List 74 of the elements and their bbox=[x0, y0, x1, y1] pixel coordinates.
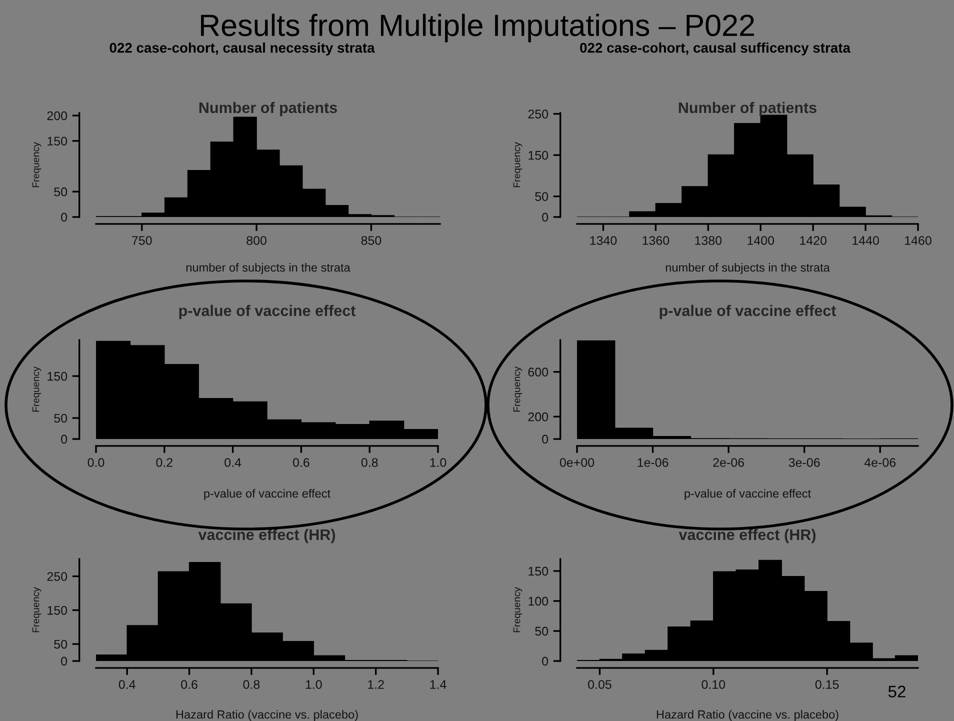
x-axis-title: p-value of vaccine effect bbox=[204, 489, 330, 500]
y-tick-label: 50 bbox=[535, 626, 548, 636]
x-axis-title: number of subjects in the strata bbox=[186, 263, 350, 274]
y-axis-title: Frequency bbox=[32, 142, 42, 188]
x-axis-title: number of subjects in the strata bbox=[666, 263, 830, 274]
y-axis-title: Frequency bbox=[513, 366, 522, 412]
y-tick-label: 150 bbox=[48, 372, 68, 381]
y-tick-label: 150 bbox=[528, 150, 548, 160]
y-tick-label: 150 bbox=[528, 566, 548, 576]
y-tick-label: 150 bbox=[48, 136, 68, 146]
y-tick-label: 150 bbox=[48, 606, 68, 615]
y-tick-label: 0 bbox=[542, 434, 548, 444]
y-tick-label: 0 bbox=[542, 212, 548, 222]
y-tick-label: 200 bbox=[47, 111, 68, 120]
chart-title: vaccine effect (HR) bbox=[198, 528, 336, 544]
x-tick-label: 1e-06 bbox=[638, 458, 668, 467]
y-tick-label: 0 bbox=[61, 434, 68, 444]
text: 022 case-cohort, causal sufficency strata bbox=[580, 42, 851, 56]
x-tick-label: 3e-06 bbox=[788, 458, 820, 467]
x-tick-label: 0.4 bbox=[118, 680, 136, 689]
chart-title: Number of patients bbox=[678, 102, 816, 116]
y-tick-label: 200 bbox=[528, 412, 548, 422]
y-axis-title: Frequency bbox=[32, 366, 42, 412]
text: 022 case-cohort, causal necessity strata bbox=[110, 42, 375, 56]
x-tick-label: 1.0 bbox=[306, 680, 322, 689]
x-tick-label: 750 bbox=[132, 236, 152, 245]
x-tick-label: 0.4 bbox=[224, 458, 242, 467]
x-tick-label: 4e-06 bbox=[864, 458, 896, 467]
y-tick-label: 0 bbox=[61, 656, 68, 666]
chart-title: vaccine effect (HR) bbox=[678, 528, 816, 544]
y-tick-label: 50 bbox=[54, 414, 68, 423]
x-tick-label: 800 bbox=[246, 236, 266, 245]
x-tick-label: 0e+00 bbox=[560, 458, 594, 467]
chart-title: p-value of vaccine effect bbox=[660, 304, 836, 320]
x-tick-label: 1460 bbox=[905, 236, 932, 245]
x-tick-label: 850 bbox=[361, 236, 382, 245]
y-tick-label: 0 bbox=[542, 656, 548, 666]
y-axis-title: Frequency bbox=[513, 142, 522, 188]
x-tick-label: 0.6 bbox=[181, 680, 198, 689]
y-tick-label: 50 bbox=[535, 192, 548, 202]
y-tick-label: 250 bbox=[528, 110, 548, 118]
y-tick-label: 250 bbox=[47, 572, 68, 581]
x-tick-label: 1.0 bbox=[430, 458, 446, 467]
x-tick-label: 0.0 bbox=[88, 458, 104, 467]
x-axis-title: Hazard Ratio (vaccine vs. placebo) bbox=[176, 710, 358, 721]
x-tick-label: 0.8 bbox=[361, 458, 378, 467]
y-tick-label: 50 bbox=[54, 640, 68, 649]
x-tick-label: 1400 bbox=[748, 236, 774, 245]
x-tick-label: 1340 bbox=[590, 236, 617, 245]
x-tick-label: 0.8 bbox=[243, 680, 260, 689]
y-tick-label: 50 bbox=[54, 187, 68, 196]
text: 52 bbox=[888, 686, 906, 698]
x-tick-label: 1380 bbox=[695, 236, 722, 245]
x-tick-label: 1.2 bbox=[368, 680, 384, 689]
y-tick-label: 600 bbox=[528, 368, 548, 377]
x-axis-title: p-value of vaccine effect bbox=[684, 489, 811, 500]
x-tick-label: 1.4 bbox=[430, 680, 446, 689]
x-tick-label: 0.2 bbox=[156, 458, 172, 467]
x-tick-label: 0.10 bbox=[702, 680, 726, 689]
x-tick-label: 0.15 bbox=[815, 680, 839, 689]
x-tick-label: 1440 bbox=[852, 236, 879, 245]
x-tick-label: 1420 bbox=[800, 236, 826, 245]
chart-title: p-value of vaccine effect bbox=[179, 304, 356, 320]
x-tick-label: 0.6 bbox=[293, 458, 310, 467]
x-tick-label: 1360 bbox=[642, 236, 670, 245]
x-axis-title: Hazard Ratio (vaccine vs. placebo) bbox=[656, 710, 838, 721]
x-tick-label: 2e-06 bbox=[713, 458, 744, 467]
chart-title: Number of patients bbox=[199, 102, 337, 116]
y-tick-label: 100 bbox=[528, 596, 548, 606]
y-axis-title: Frequency bbox=[513, 587, 522, 632]
text: Results from Multiple Imputations – P022 bbox=[201, 14, 754, 42]
y-tick-label: 0 bbox=[61, 212, 68, 222]
y-axis-title: Frequency bbox=[32, 587, 42, 632]
x-tick-label: 0.05 bbox=[588, 680, 612, 689]
